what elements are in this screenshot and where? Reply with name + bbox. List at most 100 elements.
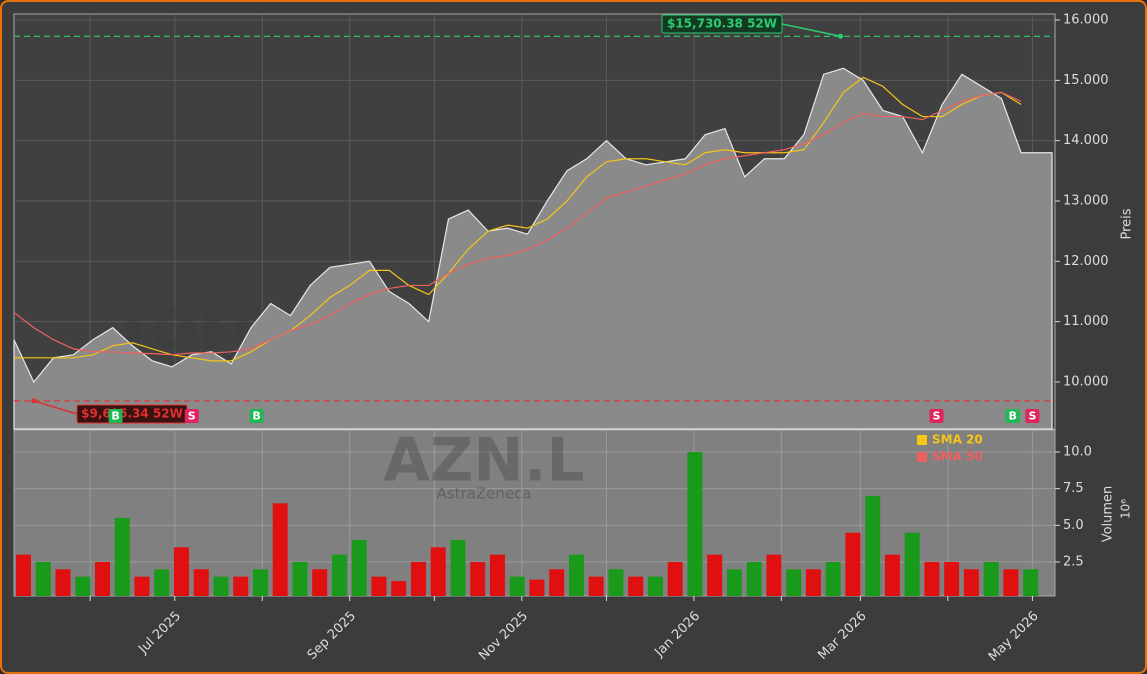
volume-bar: [470, 561, 486, 596]
y-tick-label: 7.5: [1063, 481, 1084, 496]
volume-bar: [430, 547, 446, 596]
signal-label: S: [188, 410, 196, 423]
y-axis-label: Preis: [1120, 208, 1135, 239]
volume-bar: [608, 569, 624, 596]
volume-bar: [35, 561, 51, 596]
legend-swatch: [917, 452, 927, 462]
x-tick-label: Jul 2025: [135, 609, 184, 658]
signal-label: S: [1028, 410, 1036, 423]
y-tick-label: 10.000: [1063, 374, 1109, 389]
signal-label: B: [111, 410, 119, 423]
volume-bar: [924, 561, 940, 596]
x-tick-label: May 2026: [986, 609, 1042, 665]
annotation-point: [838, 33, 844, 39]
y-tick-label: 16.000: [1063, 13, 1109, 28]
y-tick-label: 15.000: [1063, 73, 1109, 88]
signal-badge: [929, 409, 944, 423]
signal-label: B: [1008, 410, 1016, 423]
volume-bar: [568, 554, 584, 596]
y-tick-label: 13.000: [1063, 193, 1109, 208]
volume-bar: [351, 539, 367, 596]
volume-bar: [647, 576, 663, 596]
y-tick-label: 5.0: [1063, 518, 1084, 533]
signal-badge: [108, 409, 123, 423]
x-tick-label: Jan 2026: [651, 609, 703, 661]
volume-bar: [667, 561, 683, 596]
volume-bar: [292, 561, 308, 596]
volume-bar: [766, 554, 782, 596]
legend-label: SMA 20: [932, 433, 983, 447]
volume-bar: [272, 503, 288, 596]
annotation-label: $9,685.34 52W: [81, 407, 183, 421]
x-tick-label: Sep 2025: [305, 609, 359, 663]
volume-bar: [55, 569, 71, 596]
volume-bar: [391, 581, 407, 596]
volume-bar: [786, 569, 802, 596]
volume-bar: [529, 579, 545, 596]
volume-bar: [114, 517, 130, 596]
volume-bar: [312, 569, 328, 596]
volume-bar: [233, 576, 249, 596]
annotation-arrow: [33, 400, 78, 415]
signal-badge: [249, 409, 264, 423]
y-tick-label: 2.5: [1063, 554, 1084, 569]
volume-bar: [252, 569, 268, 596]
volume-bar: [588, 576, 604, 596]
annotation-label: $15,730.38 52W: [667, 17, 777, 31]
volume-bar: [213, 576, 229, 596]
x-tick-label: Mar 2026: [815, 609, 869, 663]
volume-bar: [331, 554, 347, 596]
volume-bar: [884, 554, 900, 596]
sma-line: [13, 91, 1022, 356]
y-axis-unit: 10⁶: [1119, 499, 1133, 519]
volume-bar: [154, 569, 170, 596]
legend-swatch: [917, 435, 927, 445]
y-tick-label: 10.0: [1063, 444, 1092, 459]
watermark-title: AZN.L: [383, 426, 584, 496]
signal-label: S: [933, 410, 941, 423]
volume-bar: [1023, 569, 1039, 596]
volume-bar: [845, 532, 861, 596]
y-tick-label: 12.000: [1063, 254, 1109, 269]
volume-bar: [707, 554, 723, 596]
volume-bar: [75, 576, 91, 596]
volume-bar: [944, 561, 960, 596]
signal-badge: [184, 409, 199, 423]
volume-bar: [193, 569, 209, 596]
volume-bar: [865, 495, 881, 596]
volume-bar: [16, 554, 31, 596]
signal-badge: [1025, 409, 1040, 423]
annotation-point: [31, 398, 37, 404]
y-tick-label: 11.000: [1063, 314, 1109, 329]
annotation-arrow: [781, 23, 841, 38]
sma-line: [14, 76, 1022, 362]
volume-bar: [549, 569, 565, 596]
volume-bar: [371, 576, 387, 596]
volume-bar: [825, 561, 841, 596]
volume-bar: [410, 561, 426, 596]
legend-label: SMA 50: [932, 450, 983, 464]
volume-bar: [963, 569, 979, 596]
volume-bar: [1003, 569, 1019, 596]
watermark-subtitle: AstraZeneca: [437, 485, 532, 503]
volume-bar: [628, 576, 644, 596]
volume-bar: [489, 554, 505, 596]
volume-bar: [134, 576, 150, 596]
signal-badge: [1005, 409, 1020, 423]
x-tick-label: Nov 2025: [476, 609, 531, 664]
volume-bar: [450, 539, 466, 596]
volume-bar: [904, 532, 920, 596]
volume-bar: [726, 569, 742, 596]
annotation-box: [661, 14, 783, 34]
volume-bar: [173, 547, 189, 596]
signal-label: B: [252, 410, 260, 423]
volume-bar: [509, 576, 525, 596]
volume-bar: [687, 451, 703, 596]
volume-bar: [94, 561, 110, 596]
volume-bar: [805, 569, 821, 596]
volume-bar: [746, 561, 762, 596]
y-axis-label: Volumen: [1101, 486, 1116, 543]
volume-bar: [983, 561, 999, 596]
